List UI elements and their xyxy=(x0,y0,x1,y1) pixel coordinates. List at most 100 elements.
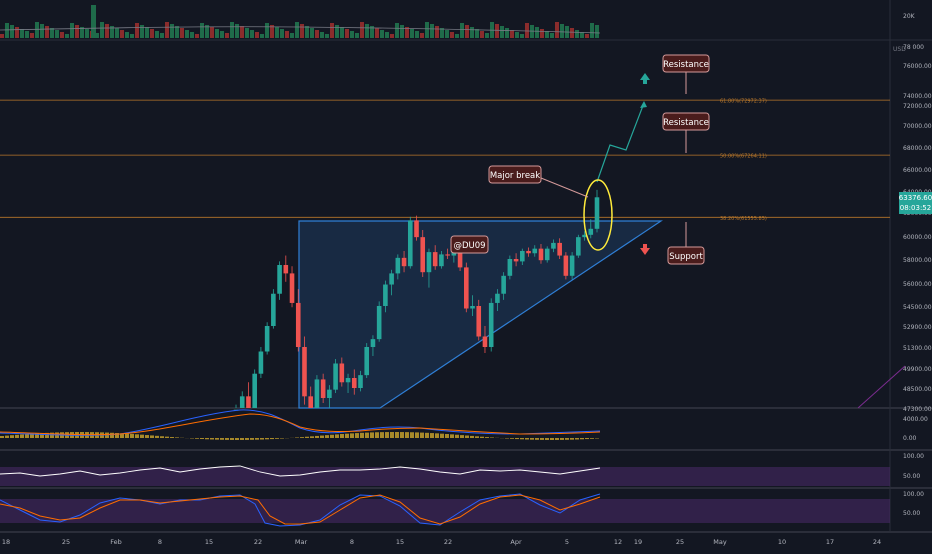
candle-body xyxy=(346,378,351,382)
currency-label: USD xyxy=(893,46,906,53)
price-tick-label: 48500.00 xyxy=(903,386,932,393)
volume-bar xyxy=(240,26,244,38)
macd-hist-bar xyxy=(315,436,319,438)
time-tick-label: 24 xyxy=(873,538,881,546)
volume-bar xyxy=(215,29,219,38)
price-tick-label: 66000.00 xyxy=(903,167,932,174)
time-tick-label: 8 xyxy=(158,538,162,546)
volume-bar xyxy=(320,32,324,38)
candle-body xyxy=(402,258,407,266)
macd-hist-bar xyxy=(460,435,464,438)
volume-bar xyxy=(160,33,164,38)
candle-body xyxy=(520,251,525,261)
up-arrow-stem xyxy=(643,80,647,84)
volume-bar xyxy=(300,24,304,38)
volume-bar xyxy=(585,34,589,38)
macd-hist-bar xyxy=(510,438,514,439)
macd-hist-bar xyxy=(225,438,229,440)
price-tick-label: 56000.00 xyxy=(903,281,932,288)
macd-hist-bar xyxy=(10,435,14,438)
volume-bar xyxy=(40,24,44,38)
volume-bar xyxy=(35,22,39,38)
fib-level-label: 38.20%(61555.85) xyxy=(720,216,767,222)
volume-bar xyxy=(85,29,89,38)
volume-bar xyxy=(30,33,34,38)
time-tick-label: 5 xyxy=(565,538,569,546)
candle-body xyxy=(265,326,270,352)
volume-bar xyxy=(510,30,514,38)
volume-bar xyxy=(170,24,174,38)
resistance-lower-label: Resistance xyxy=(663,118,709,128)
time-tick-label: 19 xyxy=(634,538,642,546)
macd-hist-bar xyxy=(130,434,134,438)
candle-body xyxy=(290,273,295,303)
candle-body xyxy=(271,294,276,326)
macd-hist-bar xyxy=(410,432,414,438)
candle-body xyxy=(358,375,363,388)
down-arrow-stem xyxy=(643,244,647,248)
macd-hist-bar xyxy=(355,433,359,438)
candle-body xyxy=(284,265,289,273)
macd-hist-bar xyxy=(585,438,589,439)
price-tick-label: 49900.00 xyxy=(903,366,932,373)
macd-hist-bar xyxy=(0,436,4,438)
candle-body xyxy=(470,306,475,309)
time-tick-label: May xyxy=(713,538,727,546)
volume-bar xyxy=(250,30,254,38)
macd-hist-bar xyxy=(485,437,489,438)
candle-body xyxy=(551,243,556,249)
volume-bar xyxy=(290,33,294,38)
current-price-label[interactable]: 63376.60 08:03:52 xyxy=(899,192,932,214)
candle-body xyxy=(476,306,481,337)
volume-bar xyxy=(460,23,464,38)
macd-hist-bar xyxy=(425,433,429,438)
macd-hist-bar xyxy=(15,435,19,438)
volume-bar xyxy=(75,25,79,38)
volume-bar xyxy=(225,33,229,38)
macd-hist-bar xyxy=(445,434,449,438)
fib-level-label: 50.00%(67264.11) xyxy=(720,154,767,160)
candle-body xyxy=(489,303,494,347)
time-tick-label: 15 xyxy=(205,538,213,546)
indicator-tick-label: 4000.00 xyxy=(903,416,928,423)
volume-bar xyxy=(305,26,309,38)
macd-hist-bar xyxy=(450,434,454,438)
macd-hist-bar xyxy=(135,434,139,438)
macd-hist-bar xyxy=(280,438,284,439)
macd-hist-bar xyxy=(215,438,219,440)
macd-hist-bar xyxy=(560,438,564,440)
macd-hist-bar xyxy=(110,433,114,438)
macd-hist-bar xyxy=(160,436,164,438)
support-label: Support xyxy=(669,252,703,262)
macd-hist-bar xyxy=(5,436,9,438)
candle-body xyxy=(483,337,488,348)
volume-bar xyxy=(495,24,499,38)
macd-hist-bar xyxy=(295,437,299,438)
macd-hist-bar xyxy=(350,433,354,438)
macd-hist-bar xyxy=(320,436,324,438)
macd-hist-bar xyxy=(380,432,384,438)
candle-body xyxy=(321,379,326,398)
volume-bar xyxy=(285,31,289,38)
volume-bar xyxy=(65,34,69,38)
macd-hist-bar xyxy=(435,433,439,438)
candle-body xyxy=(315,379,320,408)
volume-bar xyxy=(105,24,109,38)
volume-bar xyxy=(545,31,549,38)
macd-hist-bar xyxy=(570,438,574,440)
fib-level-label: 61.80%(72972.37) xyxy=(720,99,767,105)
macd-hist-bar xyxy=(175,437,179,438)
macd-hist-bar xyxy=(265,438,269,439)
macd-hist-bar xyxy=(245,438,249,440)
price-tick-label: 70000.00 xyxy=(903,123,932,130)
volume-bar xyxy=(465,25,469,38)
candle-body xyxy=(277,265,282,294)
volume-bar xyxy=(5,23,9,38)
volume-bar xyxy=(470,27,474,38)
macd-hist-bar xyxy=(480,437,484,438)
volume-bar xyxy=(220,31,224,38)
macd-hist-bar xyxy=(140,435,144,438)
macd-hist-bar xyxy=(125,434,129,438)
